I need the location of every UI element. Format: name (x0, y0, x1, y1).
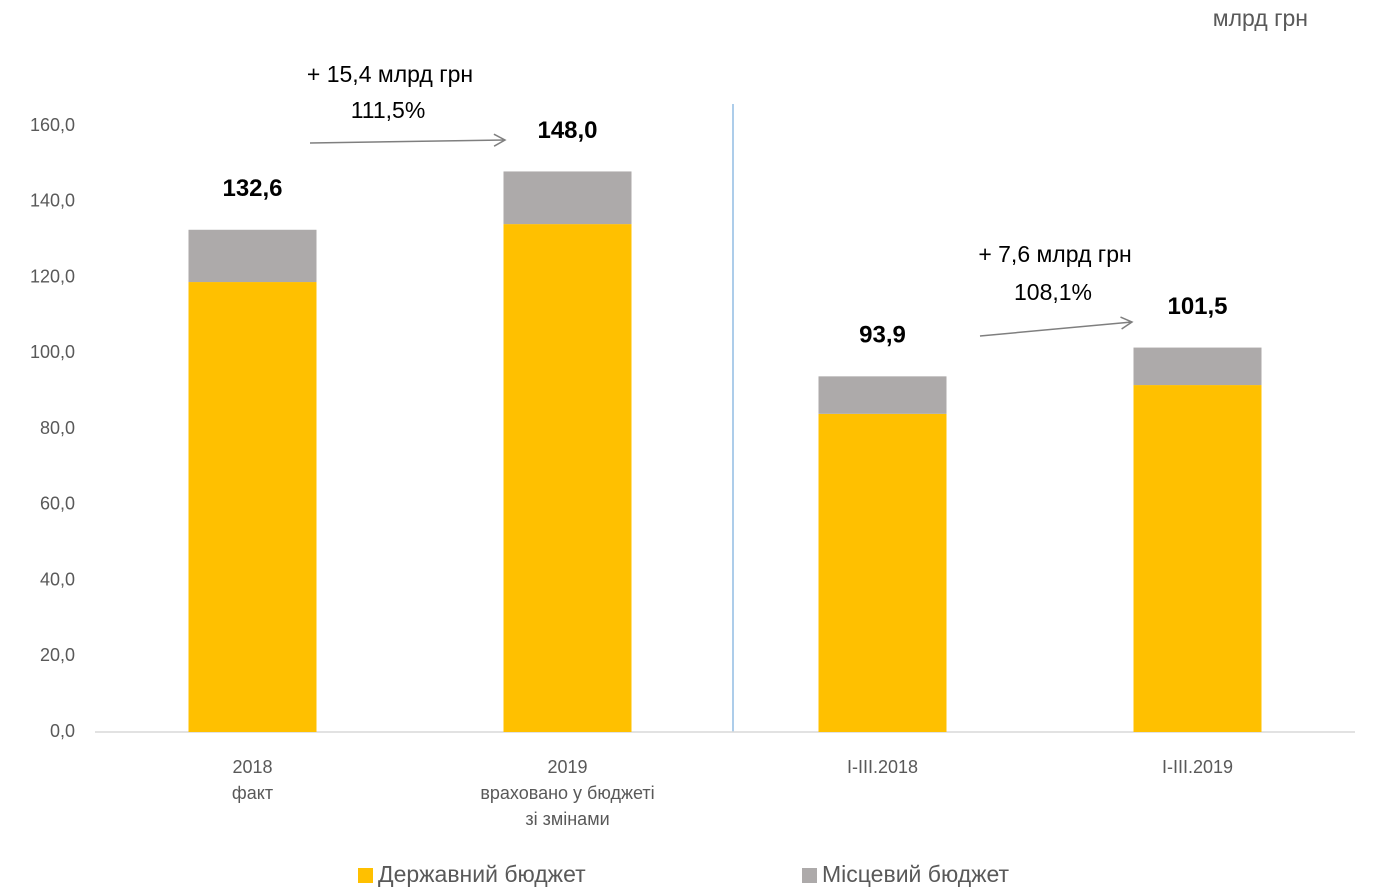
x-tick-label: 2018 (232, 757, 272, 777)
x-tick-label: 2019 (547, 757, 587, 777)
x-tick-label: I-III.2019 (1162, 757, 1233, 777)
annotation: + 15,4 млрд грн (307, 61, 473, 87)
arrow (309, 133, 507, 147)
y-tick-label: 120,0 (30, 266, 75, 286)
x-tick-label: I-III.2018 (847, 757, 918, 777)
total-label: 93,9 (859, 322, 906, 349)
legend-label: Місцевий бюджет (822, 861, 1010, 887)
bar-segment (1133, 385, 1262, 732)
y-tick-label: 60,0 (40, 494, 75, 514)
y-tick-label: 80,0 (40, 418, 75, 438)
legend-label: Державний бюджет (378, 861, 586, 887)
bar-segment (188, 282, 317, 732)
x-tick-label: факт (232, 783, 273, 803)
bar-segment (1133, 347, 1262, 386)
unit-label: млрд грн (1213, 5, 1308, 31)
x-tick-label: враховано у бюджеті (480, 783, 654, 803)
annotation: + 7,6 млрд грн (978, 241, 1131, 267)
bar-segment (818, 376, 947, 414)
x-tick-label: зі змінами (525, 809, 609, 829)
y-tick-label: 40,0 (40, 569, 75, 589)
y-tick-label: 0,0 (50, 721, 75, 741)
total-label: 132,6 (222, 175, 282, 202)
bar-segment (503, 224, 632, 732)
bar-segment (818, 413, 947, 732)
total-label: 101,5 (1167, 293, 1227, 320)
legend-swatch (358, 868, 373, 883)
y-tick-label: 160,0 (30, 115, 75, 135)
y-tick-label: 140,0 (30, 191, 75, 211)
y-tick-label: 100,0 (30, 342, 75, 362)
annotation: 111,5% (351, 97, 426, 123)
annotation: 108,1% (1014, 279, 1092, 305)
bar-segment (503, 171, 632, 225)
total-label: 148,0 (537, 117, 597, 144)
bar-segment (188, 229, 317, 283)
y-tick-label: 20,0 (40, 645, 75, 665)
arrow (979, 316, 1134, 337)
legend-swatch (802, 868, 817, 883)
